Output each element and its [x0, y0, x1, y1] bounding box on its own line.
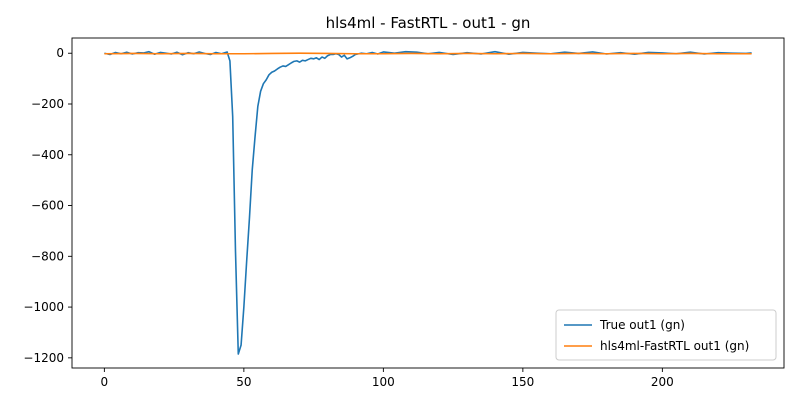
chart-title: hls4ml - FastRTL - out1 - gn — [326, 14, 531, 32]
series-layer — [104, 50, 752, 355]
y-tick-label: −400 — [31, 148, 64, 162]
axes-layer: 0 50 100 150 200 0 −200 −400 −600 −800 −1000 −1200 — [23, 37, 785, 389]
series-line-2 — [104, 52, 752, 55]
chart-legend: True out1 (gn) hls4ml-FastRTL out1 (gn) — [555, 309, 777, 361]
x-tick-label: 50 — [236, 375, 251, 389]
legend-label-2: hls4ml-FastRTL out1 (gn) — [600, 339, 749, 353]
y-tick-label: −1200 — [23, 351, 64, 365]
legend-box — [555, 309, 777, 361]
x-tick-label: 0 — [101, 375, 109, 389]
x-tick-label: 200 — [651, 375, 674, 389]
y-tick-label: −800 — [31, 249, 64, 263]
x-tick-label: 100 — [372, 375, 395, 389]
y-tick-label: −200 — [31, 97, 64, 111]
x-tick-label: 150 — [511, 375, 534, 389]
y-tick-label: −600 — [31, 199, 64, 213]
plot-frame — [71, 37, 785, 369]
y-tick-label: 0 — [56, 46, 64, 60]
series-line-1 — [104, 50, 752, 355]
y-tick-label: −1000 — [23, 300, 64, 314]
legend-label-1: True out1 (gn) — [599, 318, 685, 332]
